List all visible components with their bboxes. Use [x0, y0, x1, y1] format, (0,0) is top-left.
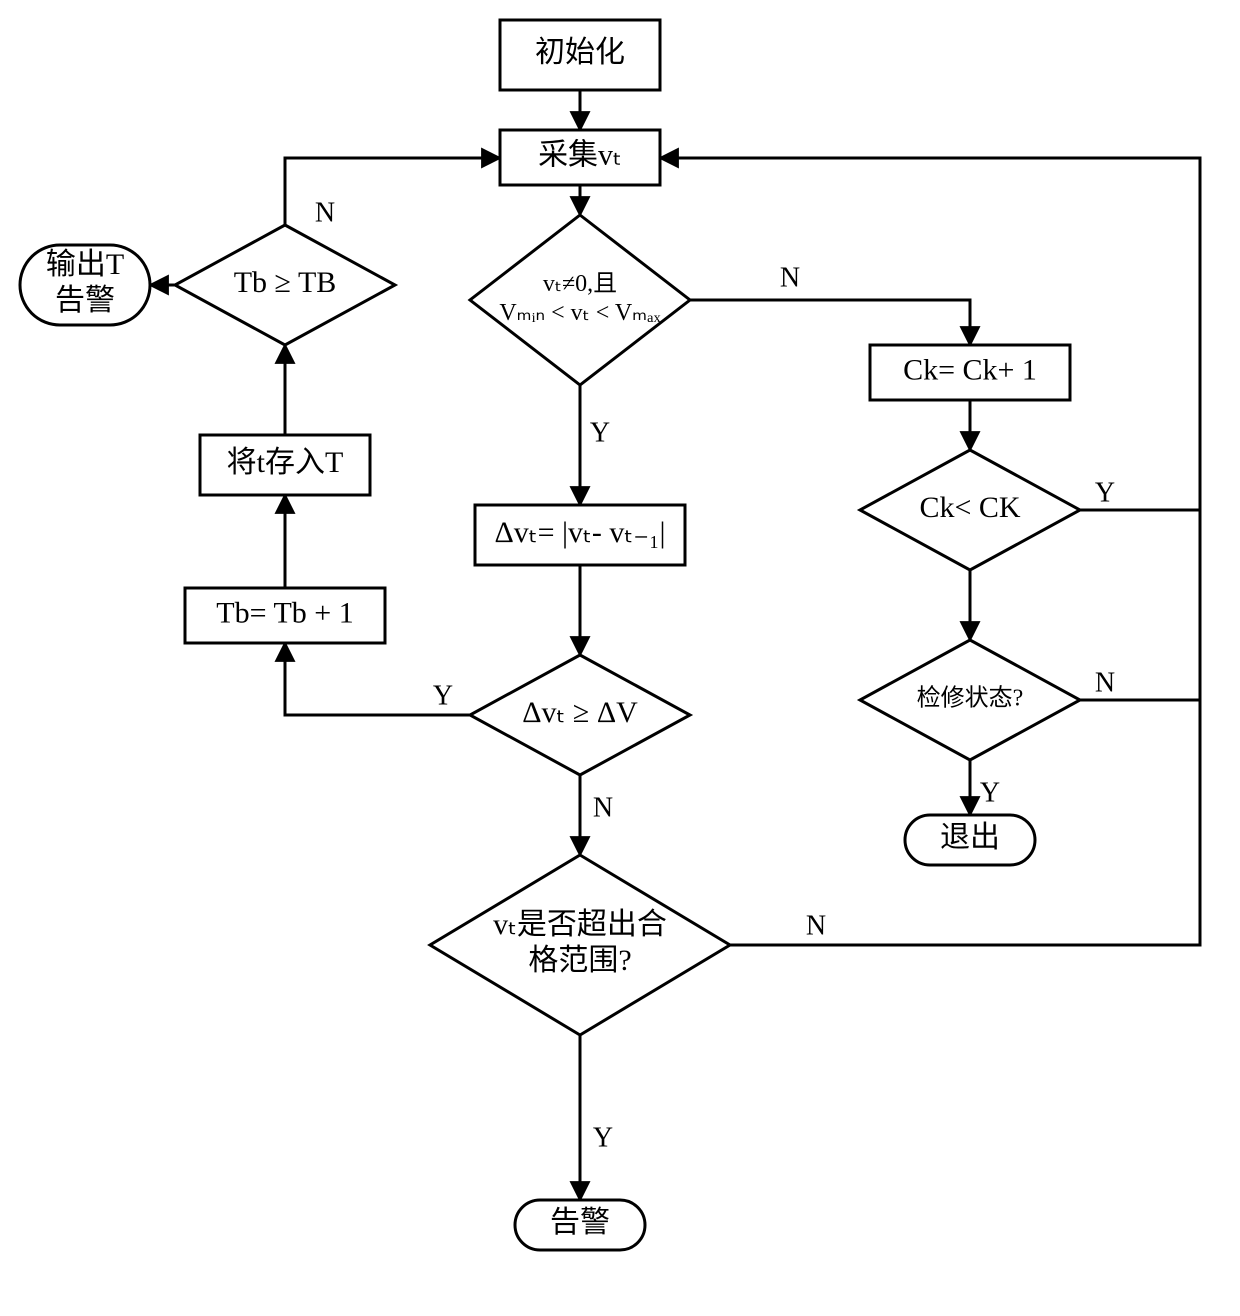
svg-text:格范围?: 格范围?: [528, 944, 631, 977]
edge-label-tb_check-collect: N: [315, 197, 335, 228]
svg-text:采集vₜ: 采集vₜ: [538, 138, 622, 171]
svg-text:输出T: 输出T: [46, 248, 124, 281]
edge-label-delta_check-range_exceed: N: [593, 792, 613, 823]
edge-label-range_check-delta_calc: Y: [590, 417, 610, 448]
svg-text:Tb= Tb + 1: Tb= Tb + 1: [216, 596, 353, 629]
svg-text:Tb ≥ TB: Tb ≥ TB: [234, 266, 337, 299]
edge-range_check-ck_inc: [690, 300, 970, 345]
svg-text:初始化: 初始化: [535, 36, 625, 69]
svg-text:Δvₜ ≥ ΔV: Δvₜ ≥ ΔV: [522, 696, 638, 729]
edge-label-maint_check-exit: Y: [980, 777, 1000, 808]
edge-label-range_exceed-alarm: Y: [593, 1122, 613, 1153]
edge-label-delta_check-tb_inc: Y: [433, 680, 453, 711]
svg-text:Ck< CK: Ck< CK: [919, 491, 1020, 524]
svg-text:告警: 告警: [55, 284, 115, 317]
edge-ck_check-collect: [660, 158, 1200, 510]
edge-label-range_check-ck_inc: N: [780, 262, 800, 293]
svg-text:检修状态?: 检修状态?: [917, 685, 1024, 712]
svg-text:vₜ≠0,且: vₜ≠0,且: [543, 271, 617, 297]
edge-label-range_exceed-collect: N: [806, 910, 826, 941]
flowchart-canvas: Y N Y N Y Y N N Y N 初始化采集vₜ vₜ≠0,且 Vₘᵢₙ < vₜ < Vₘₐₓ C…: [0, 0, 1240, 1316]
svg-text:退出: 退出: [940, 821, 1000, 854]
edge-label-maint_check-collect: N: [1095, 667, 1115, 698]
svg-text:Δvₜ= |vₜ- vₜ₋₁|: Δvₜ= |vₜ- vₜ₋₁|: [494, 516, 665, 549]
edge-label-ck_check-collect: Y: [1095, 477, 1115, 508]
svg-text:vₜ是否超出合: vₜ是否超出合: [493, 908, 667, 941]
svg-text:Ck= Ck+ 1: Ck= Ck+ 1: [903, 353, 1037, 386]
svg-text:Vₘᵢₙ < vₜ < Vₘₐₓ: Vₘᵢₙ < vₜ < Vₘₐₓ: [499, 300, 660, 326]
svg-text:将t存入T: 将t存入T: [227, 446, 344, 479]
svg-text:告警: 告警: [550, 1206, 610, 1239]
